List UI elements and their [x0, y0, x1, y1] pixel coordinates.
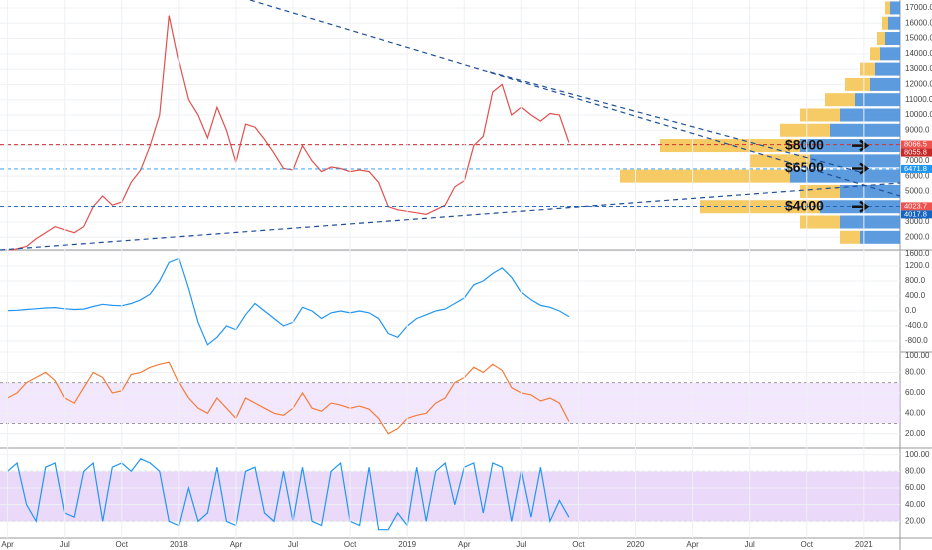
x-tick-label: Oct [801, 540, 814, 549]
volume-profile-up [840, 108, 900, 122]
trend-line [0, 182, 901, 251]
price-tag-label: 8066.5 [904, 140, 927, 149]
x-tick-label: Oct [572, 540, 585, 549]
volume-profile-up [890, 1, 900, 15]
y-tick-label: 20.00 [905, 429, 926, 438]
annotation: $8000 [785, 136, 824, 152]
volume-profile-up [840, 184, 900, 198]
y-tick-label: 60.00 [905, 483, 926, 492]
y-tick-label: 20.00 [905, 516, 926, 525]
volume-profile-down [877, 32, 885, 46]
y-tick-label: 400.0 [905, 291, 926, 300]
y-tick-label: 14000.0 [905, 49, 932, 58]
price-tag [901, 210, 932, 219]
y-tick-label: 80.00 [905, 368, 926, 377]
volume-profile-up [790, 169, 900, 183]
y-tick-label: 40.00 [905, 500, 926, 509]
volume-profile-up [885, 32, 900, 46]
series-line [7, 257, 570, 346]
y-tick-label: 17000.0 [905, 3, 932, 12]
volume-profile-down [845, 77, 870, 91]
volume-profile-down [800, 184, 840, 198]
y-tick-label: -400.0 [905, 321, 928, 330]
x-tick-label: 2018 [170, 540, 188, 549]
volume-profile-down [825, 93, 855, 107]
x-tick-label: 2021 [855, 540, 873, 549]
x-tick-label: Apr [1, 540, 14, 549]
y-tick-label: 80.00 [905, 466, 926, 475]
y-tick-label: 7000.0 [905, 156, 930, 165]
volume-profile-down [800, 215, 840, 229]
trend-line [489, 71, 861, 173]
y-tick-label: 100.00 [905, 450, 930, 459]
y-tick-label: 2000.0 [905, 232, 930, 241]
volume-profile-down [840, 230, 860, 244]
band [0, 382, 900, 424]
y-tick-label: 16000.0 [905, 18, 932, 27]
series-line [7, 361, 570, 435]
volume-profile-up [870, 77, 900, 91]
price-tag [901, 148, 932, 157]
y-tick-label: 10000.0 [905, 110, 932, 119]
price-tag-label: 4023.7 [904, 201, 927, 210]
y-tick-label: 13000.0 [905, 64, 932, 73]
x-tick-label: 2019 [398, 540, 416, 549]
price-tag-label: 8055.8 [904, 148, 927, 157]
y-tick-label: 6000.0 [905, 171, 930, 180]
price-tag [901, 202, 932, 211]
y-tick-label: 1600.0 [905, 249, 930, 258]
volume-profile-down [870, 47, 880, 61]
x-tick-label: Oct [344, 540, 357, 549]
volume-profile-down [780, 123, 830, 137]
y-tick-label: 12000.0 [905, 80, 932, 89]
y-tick-label: 15000.0 [905, 34, 932, 43]
x-tick-label: Apr [458, 540, 471, 549]
volume-profile-down [800, 108, 840, 122]
x-tick-label: Apr [230, 540, 243, 549]
volume-profile-up [880, 47, 900, 61]
volume-profile-down [885, 1, 890, 15]
y-tick-label: 1200.0 [905, 261, 930, 270]
volume-profile-up [840, 215, 900, 229]
price-tag [901, 140, 932, 149]
x-tick-label: 2020 [627, 540, 645, 549]
x-tick-label: Apr [686, 540, 699, 549]
volume-profile-up [875, 62, 900, 76]
volume-profile-down [660, 139, 800, 153]
annotation: $4000 [785, 197, 824, 213]
y-tick-label: 60.00 [905, 388, 926, 397]
y-tick-label: 0.0 [905, 306, 917, 315]
y-tick-label: 3000.0 [905, 217, 930, 226]
volume-profile-up [860, 230, 900, 244]
x-tick-label: Jul [516, 540, 526, 549]
series-line [7, 458, 570, 531]
price-tag [901, 164, 932, 173]
y-tick-label: 800.0 [905, 276, 926, 285]
volume-profile-up [830, 123, 900, 137]
y-tick-label: 100.00 [905, 351, 930, 360]
volume-profile-down [620, 169, 790, 183]
x-tick-label: Jul [745, 540, 755, 549]
volume-profile-down [860, 62, 875, 76]
y-tick-label: -800.0 [905, 336, 928, 345]
x-tick-label: Oct [116, 540, 129, 549]
y-tick-label: 11000.0 [905, 95, 932, 104]
volume-profile-up [855, 93, 900, 107]
volume-profile-up [888, 16, 900, 30]
volume-profile-down [882, 16, 888, 30]
y-tick-label: 40.00 [905, 408, 926, 417]
y-tick-label: 5000.0 [905, 187, 930, 196]
volume-profile-up [800, 139, 900, 153]
band [0, 471, 900, 522]
x-tick-label: Jul [288, 540, 298, 549]
price-tag-label: 6471.8 [904, 164, 927, 173]
price-tag-label: 4017.8 [904, 209, 927, 218]
y-tick-label: 9000.0 [905, 125, 930, 134]
x-tick-label: Jul [60, 540, 70, 549]
trend-lines [0, 0, 901, 251]
